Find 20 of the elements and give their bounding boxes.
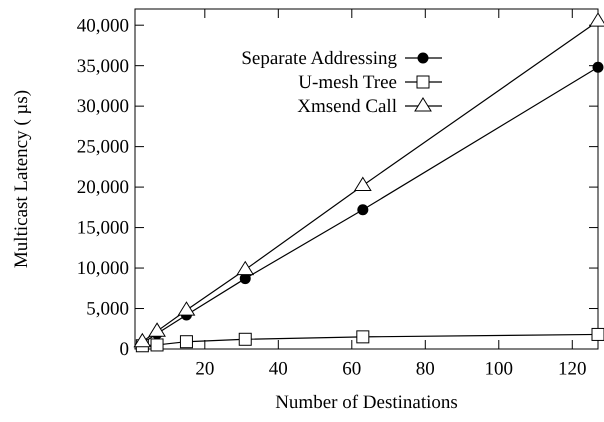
x-tick-label: 40 (268, 358, 288, 380)
y-tick-label: 10,000 (76, 258, 129, 280)
y-tick-label: 5,000 (86, 298, 129, 320)
y-tick-label: 0 (120, 339, 129, 360)
x-tick-label: 80 (416, 358, 435, 380)
y-tick-label: 15,000 (76, 218, 129, 239)
legend-label: U-mesh Tree (298, 72, 397, 93)
x-tick-label: 100 (484, 358, 514, 380)
y-tick-label: 35,000 (76, 56, 129, 77)
y-tick-label: 20,000 (76, 177, 129, 198)
legend-label: Xmsend Call (297, 96, 397, 117)
y-tick-label: 40,000 (76, 15, 129, 36)
y-tick-label: 25,000 (76, 136, 129, 158)
y-tick-label: 30,000 (76, 96, 129, 118)
y-axis-title: Multicast Latency ( µs) (11, 90, 32, 268)
x-tick-label: 60 (342, 358, 362, 380)
legend-label: Separate Addressing (241, 48, 398, 69)
x-axis-title: Number of Destinations (275, 392, 458, 413)
x-tick-label: 120 (558, 358, 587, 380)
x-tick-label: 20 (195, 358, 214, 380)
